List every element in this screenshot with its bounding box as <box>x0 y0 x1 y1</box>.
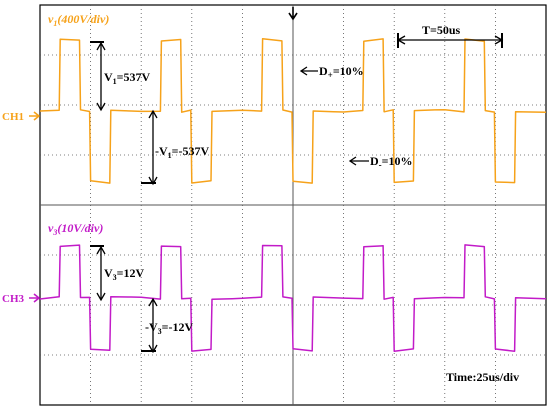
timebase-label: Time:25us/div <box>446 370 519 384</box>
d-plus-annotation: D+=10% <box>319 64 364 80</box>
v1-pos-annotation: V1=537V <box>104 70 151 86</box>
ch1-signal-label: v1(400V/div) <box>48 12 109 28</box>
ch1-waveform <box>39 38 547 184</box>
d-minus-annotation: D-=10% <box>370 154 413 170</box>
ch3-channel-label: CH3 <box>2 293 25 305</box>
ch1-channel-label: CH1 <box>2 111 24 123</box>
ch3-signal-label: v3(10V/div) <box>48 221 103 237</box>
period-annotation: T=50us <box>422 23 461 37</box>
ch3-waveform <box>39 244 547 352</box>
v1-neg-annotation: -V1=-537V <box>155 144 210 160</box>
annotations <box>90 33 504 354</box>
v3-pos-annotation: V3=12V <box>104 266 145 282</box>
ch1-marker-arrow-icon <box>29 111 41 121</box>
trigger-marker-icon <box>288 7 298 21</box>
v3-neg-annotation: -V3=-12V <box>145 320 194 336</box>
ch3-marker-arrow-icon <box>29 293 41 303</box>
